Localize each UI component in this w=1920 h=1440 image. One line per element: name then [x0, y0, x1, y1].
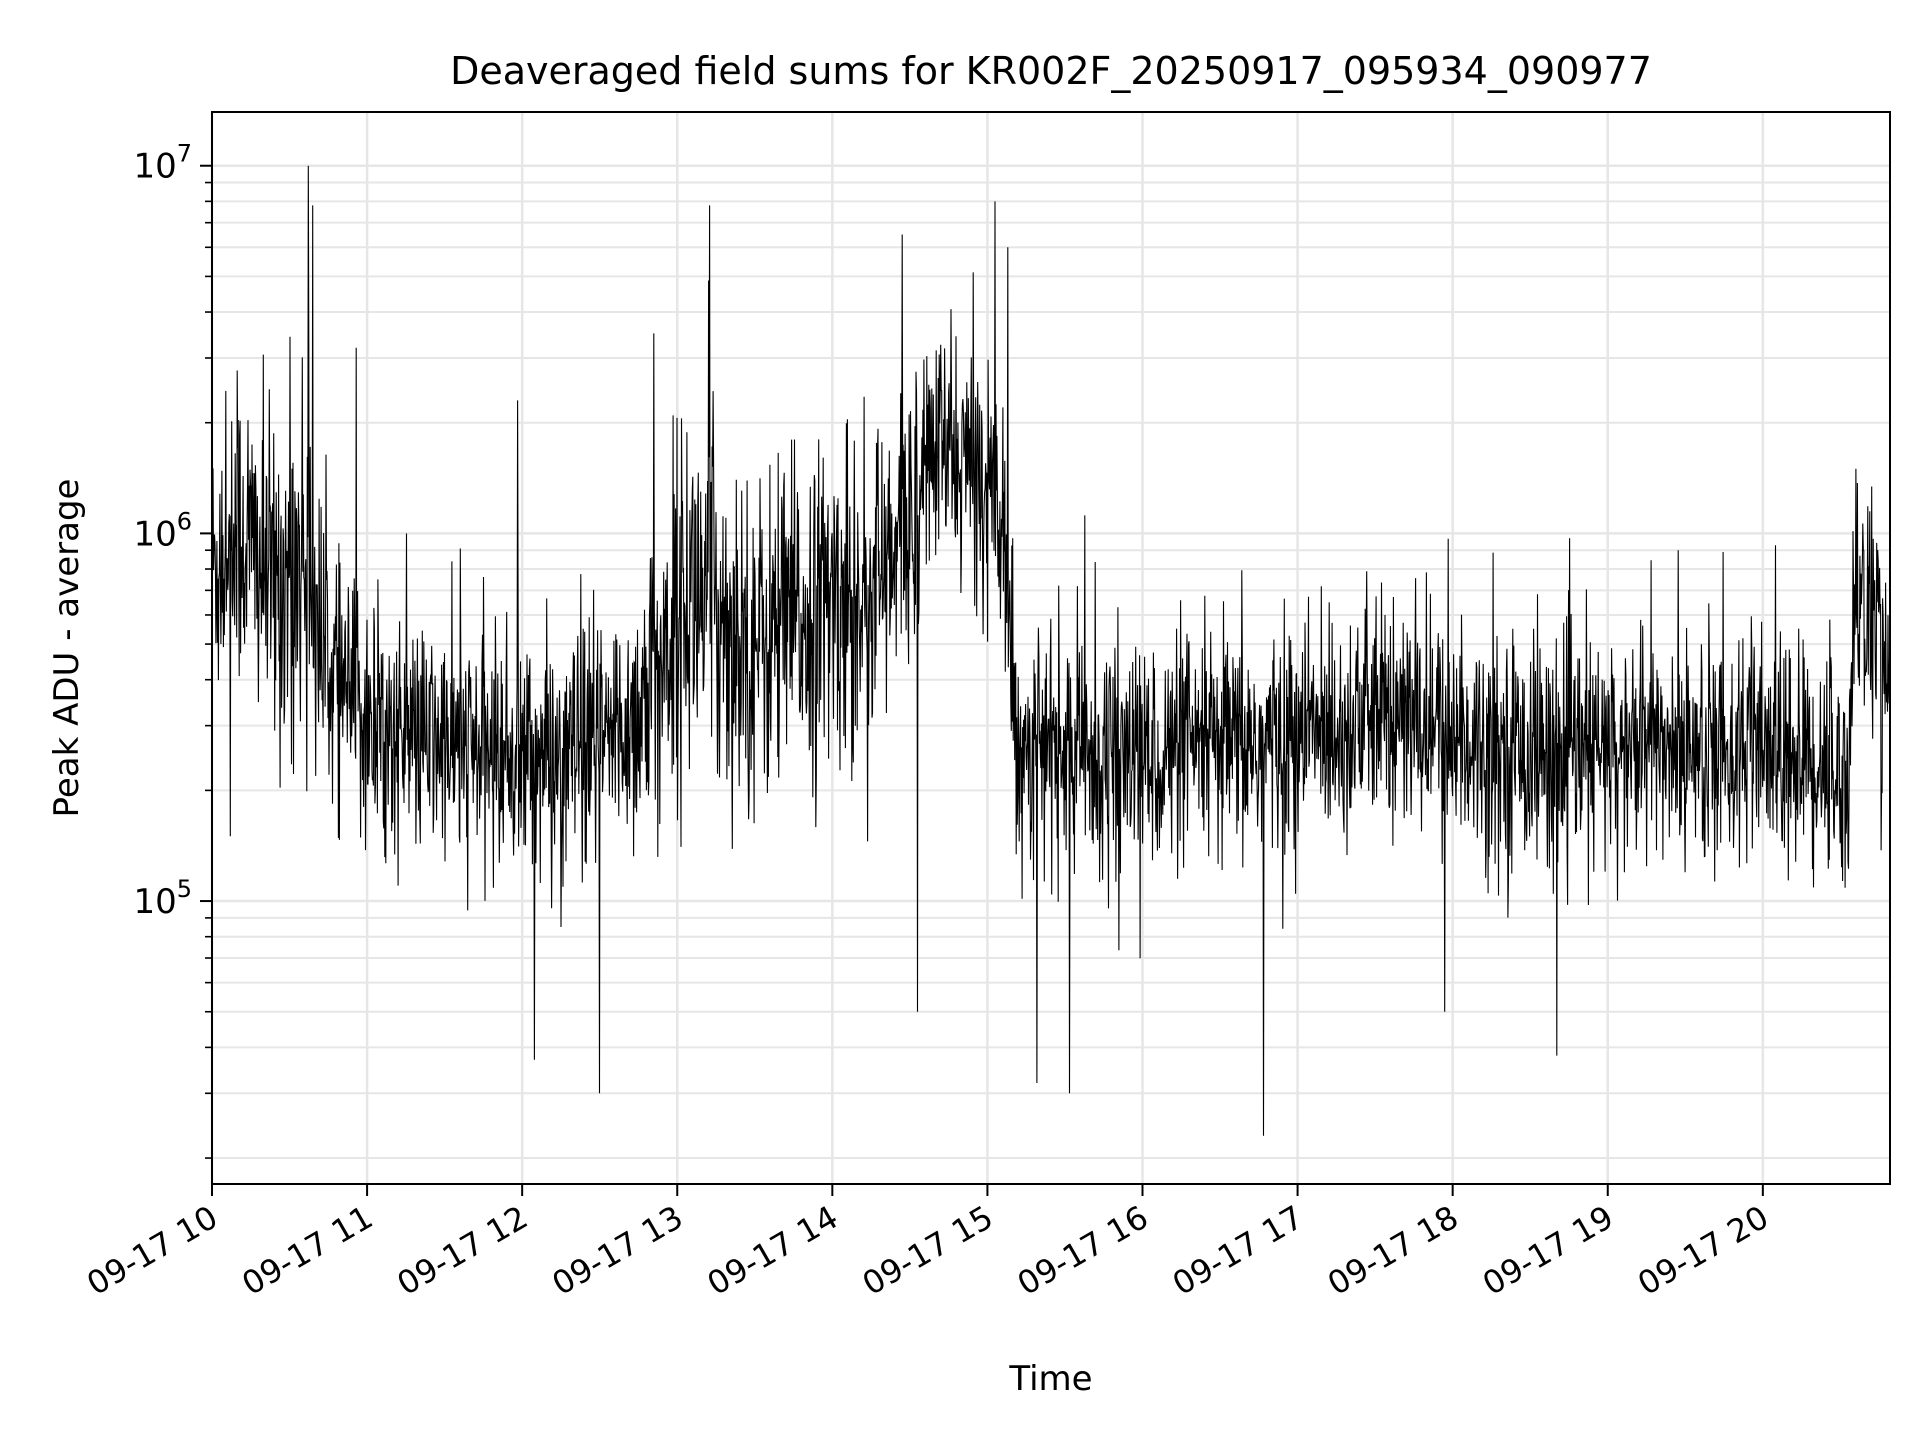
chart-title: Deaveraged field sums for KR002F_2025091…: [450, 49, 1652, 93]
x-tick-label: 09-17 17: [1166, 1198, 1310, 1303]
x-tick-label: 09-17 16: [1011, 1198, 1155, 1303]
x-tick-label: 09-17 19: [1476, 1198, 1620, 1303]
y-tick-label: 106: [133, 507, 192, 554]
x-tick-label: 09-17 20: [1631, 1198, 1775, 1303]
y-tick-label: 107: [133, 140, 192, 187]
x-tick-label: 09-17 15: [856, 1198, 1000, 1303]
plot-frame: [211, 111, 1891, 1185]
y-axis-label: Peak ADU - average: [47, 479, 87, 818]
x-axis-label: Time: [1008, 1359, 1092, 1399]
x-tick-label: 09-17 14: [701, 1198, 845, 1303]
x-tick-label: 09-17 12: [391, 1198, 535, 1303]
x-tick-label: 09-17 18: [1321, 1198, 1465, 1303]
data-series-group: [212, 165, 1890, 1136]
x-tick-label: 09-17 10: [80, 1198, 224, 1303]
x-tick-label: 09-17 13: [546, 1198, 690, 1303]
x-tick-label: 09-17 11: [235, 1198, 379, 1303]
series-line: [212, 165, 1890, 1136]
y-axis-ticks: 105 106 107: [133, 140, 212, 1159]
x-axis-ticks: 09-17 10 09-17 11 09-17 12 09-17 13 09-17 14…: [80, 1184, 1775, 1303]
y-tick-label: 105: [133, 875, 192, 922]
